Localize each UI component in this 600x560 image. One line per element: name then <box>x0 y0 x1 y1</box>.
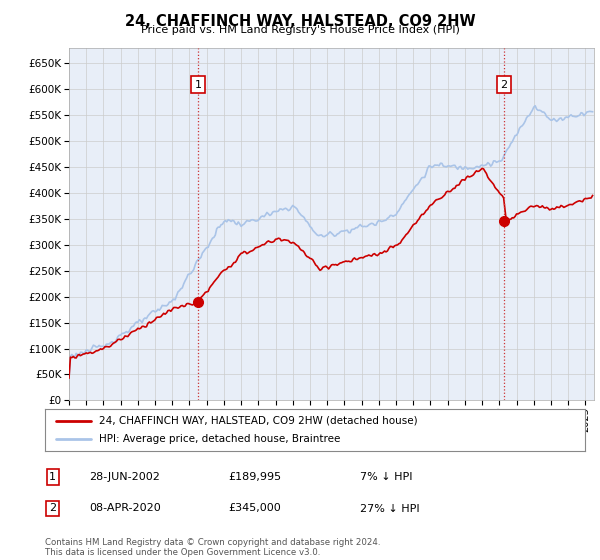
Text: 24, CHAFFINCH WAY, HALSTEAD, CO9 2HW: 24, CHAFFINCH WAY, HALSTEAD, CO9 2HW <box>125 14 475 29</box>
Text: 08-APR-2020: 08-APR-2020 <box>89 503 161 514</box>
Text: 7% ↓ HPI: 7% ↓ HPI <box>360 472 413 482</box>
Text: 27% ↓ HPI: 27% ↓ HPI <box>360 503 419 514</box>
Text: £189,995: £189,995 <box>228 472 281 482</box>
Text: Contains HM Land Registry data © Crown copyright and database right 2024.
This d: Contains HM Land Registry data © Crown c… <box>45 538 380 557</box>
Text: 24, CHAFFINCH WAY, HALSTEAD, CO9 2HW (detached house): 24, CHAFFINCH WAY, HALSTEAD, CO9 2HW (de… <box>99 416 418 426</box>
Text: 1: 1 <box>194 80 202 90</box>
Text: £345,000: £345,000 <box>228 503 281 514</box>
Text: 2: 2 <box>49 503 56 514</box>
Text: 28-JUN-2002: 28-JUN-2002 <box>89 472 160 482</box>
Text: Price paid vs. HM Land Registry's House Price Index (HPI): Price paid vs. HM Land Registry's House … <box>140 25 460 35</box>
Text: 1: 1 <box>49 472 56 482</box>
Text: 2: 2 <box>500 80 508 90</box>
Text: HPI: Average price, detached house, Braintree: HPI: Average price, detached house, Brai… <box>99 434 340 444</box>
